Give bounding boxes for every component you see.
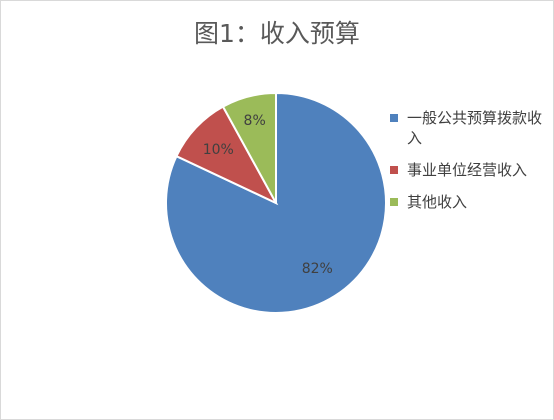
legend: 一般公共预算拨款收入 事业单位经营收入 其他收入 xyxy=(390,108,552,224)
legend-label: 其他收入 xyxy=(407,193,468,211)
legend-swatch xyxy=(390,198,398,206)
legend-item-business-income: 事业单位经营收入 xyxy=(390,160,552,180)
slice-label-general-budget: 82% xyxy=(302,261,333,277)
legend-item-general-budget: 一般公共预算拨款收入 xyxy=(390,108,552,148)
slice-label-other-income: 8% xyxy=(244,113,266,129)
slice-label-business-income: 10% xyxy=(203,142,234,158)
legend-swatch xyxy=(390,114,398,122)
legend-label: 一般公共预算拨款收入 xyxy=(407,109,543,147)
legend-swatch xyxy=(390,166,398,174)
legend-item-other-income: 其他收入 xyxy=(390,192,552,212)
legend-label: 事业单位经营收入 xyxy=(407,161,528,179)
slice-other-income xyxy=(221,91,277,204)
chart-title: 图1：收入预算 xyxy=(194,19,360,48)
